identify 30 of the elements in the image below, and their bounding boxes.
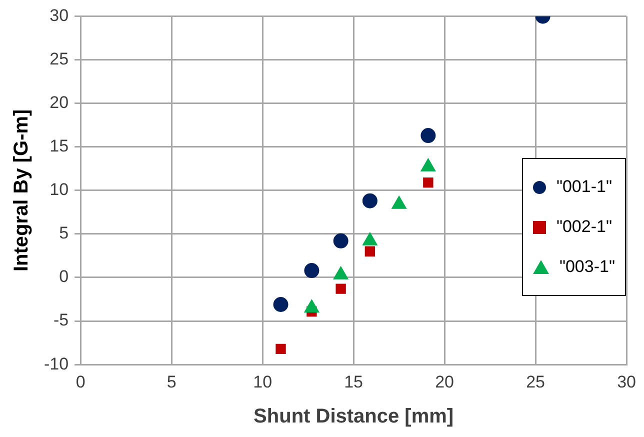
- x-tick-label: 30: [617, 372, 636, 392]
- point: [420, 128, 436, 144]
- point: [304, 263, 320, 278]
- point: [364, 246, 376, 256]
- point: [336, 284, 346, 294]
- point: [276, 344, 286, 354]
- x-axis-title: Shunt Distance [mm]: [254, 406, 454, 428]
- x-tick-label: 25: [526, 372, 546, 392]
- y-tick-label: 30: [50, 6, 69, 25]
- point: [423, 177, 434, 188]
- legend-label: "001-1": [556, 177, 612, 197]
- y-tick-label: -5: [53, 310, 69, 330]
- y-tick-label: 20: [50, 92, 69, 112]
- legend-label: "002-1": [556, 217, 612, 237]
- x-tick-label: 15: [344, 372, 364, 392]
- x-tick-label: 0: [76, 372, 86, 392]
- y-tick-label: 5: [59, 224, 69, 243]
- x-tick-label: 20: [435, 372, 454, 392]
- point: [273, 297, 288, 312]
- y-axis-title: Integral By [G-m]: [10, 109, 33, 272]
- y-tick-label: 25: [50, 49, 69, 68]
- x-tick-label: 10: [253, 372, 272, 392]
- y-tick-label: 0: [59, 267, 69, 286]
- x-tick-label: 5: [166, 372, 176, 392]
- y-tick-label: -10: [44, 354, 69, 374]
- legend-label: "003-1": [559, 257, 615, 277]
- y-tick-label: 15: [50, 136, 69, 156]
- point: [362, 193, 378, 208]
- point: [333, 233, 348, 248]
- y-tick-label: 10: [50, 180, 69, 200]
